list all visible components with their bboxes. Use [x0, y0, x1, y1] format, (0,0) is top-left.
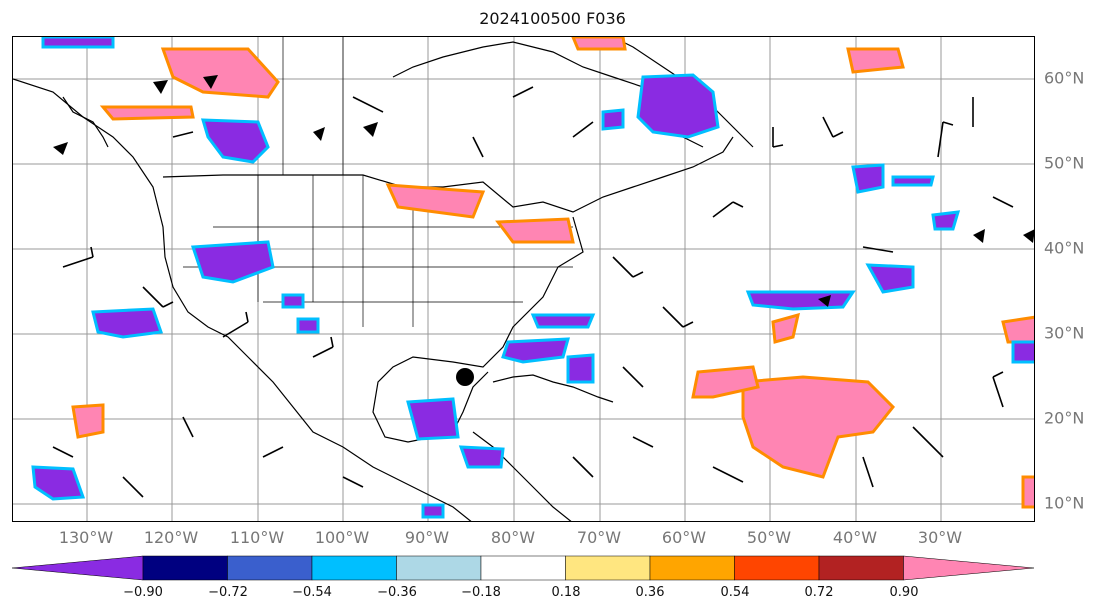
- lon-label: 100°W: [314, 528, 370, 547]
- lat-label: 60°N: [1044, 68, 1085, 88]
- lat-label: 20°N: [1044, 408, 1085, 428]
- colorbar-tick: 0.18: [551, 585, 581, 600]
- colorbar-segment: [142, 555, 228, 581]
- colorbar-segment: [649, 555, 735, 581]
- colorbar-segment: [818, 555, 904, 581]
- negative-shading: [31, 37, 1034, 519]
- lon-label: 50°W: [746, 528, 792, 547]
- map-title: 2024100500 F036: [479, 9, 626, 28]
- lon-label: 90°W: [404, 528, 450, 547]
- colorbar: [11, 555, 1035, 581]
- lat-label: 40°N: [1044, 238, 1085, 258]
- colorbar-extend-max: [903, 555, 1035, 581]
- wind-barbs: [52, 86, 1014, 498]
- lon-label: 110°W: [229, 528, 285, 547]
- colorbar-extend-min: [11, 555, 144, 581]
- colorbar-segment: [396, 555, 482, 581]
- lon-label: 70°W: [576, 528, 622, 547]
- wind-flags: [53, 75, 1034, 307]
- colorbar-segment: [227, 555, 313, 581]
- lon-label: 40°W: [832, 528, 878, 547]
- lat-label: 10°N: [1044, 493, 1085, 513]
- colorbar-tick: −0.18: [461, 585, 501, 600]
- colorbar-tick: 0.54: [720, 585, 750, 600]
- colorbar-tick: −0.54: [292, 585, 332, 600]
- lat-label: 30°N: [1044, 323, 1085, 343]
- colorbar-segment: [480, 555, 566, 581]
- positive-shading: [71, 37, 1034, 509]
- lon-label: 80°W: [490, 528, 536, 547]
- colorbar-tick: 0.72: [804, 585, 834, 600]
- lon-label: 60°W: [661, 528, 707, 547]
- colorbar-segment: [734, 555, 820, 581]
- colorbar-segment: [311, 555, 397, 581]
- colorbar-segment: [565, 555, 651, 581]
- lon-label: 120°W: [143, 528, 199, 547]
- colorbar-tick: 0.90: [889, 585, 919, 600]
- colorbar-tick: −0.36: [377, 585, 417, 600]
- lon-label: 130°W: [58, 528, 114, 547]
- map-canvas: [13, 37, 1034, 521]
- map-panel: [12, 36, 1035, 522]
- colorbar-tick: −0.90: [123, 585, 163, 600]
- storm-center-marker: [456, 368, 474, 386]
- lat-label: 50°N: [1044, 153, 1085, 173]
- colorbar-tick: 0.36: [635, 585, 665, 600]
- lon-label: 30°W: [917, 528, 963, 547]
- colorbar-tick: −0.72: [208, 585, 248, 600]
